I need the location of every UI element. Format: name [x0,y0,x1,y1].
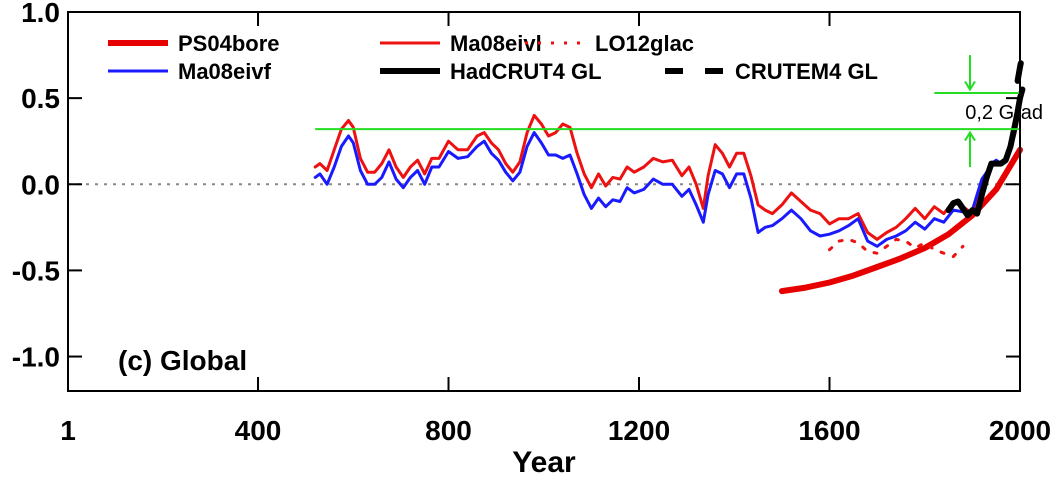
x-tick-label: 2000 [989,415,1051,446]
series-line-ps04bore [778,146,1023,295]
axis-layer: 1 400 800 1200 1600 2000 1.0 0.5 0.0 -0.5 -1.0 [12,0,1051,446]
legend-label-ma08eivf: Ma08eivf [178,59,272,84]
x-tick-label: 1200 [608,415,670,446]
panel-label: (c) Global [118,345,247,376]
x-tick-label: 1600 [798,415,860,446]
annotation-arrowhead [964,130,976,142]
x-tick-label: 1 [60,415,76,446]
series-layer [313,52,1026,295]
plot-frame [67,11,1021,392]
annotation-text: 0,2 Grad [965,102,1043,124]
y-tick-label: 1.0 [21,0,60,28]
annotation-layer: 0,2 Grad [315,55,1043,168]
y-tick-label: -0.5 [12,255,60,286]
legend-label-crutem4-gl: CRUTEM4 GL [735,59,878,84]
legend-label-lo12glac: LO12glac [595,31,694,56]
legend-label-hadcrut4-gl: HadCRUT4 GL [450,59,602,84]
series-line-hadcrut4-gl [945,86,1026,219]
legend-label-ps04bore: PS04bore [178,31,280,56]
x-tick-label: 800 [425,415,472,446]
series-line-ma08eivl [313,105,1022,241]
y-tick-label: 0.0 [21,169,60,200]
annotation-arrowhead [964,80,976,92]
x-tick-label: 400 [235,415,282,446]
y-tick-label: -1.0 [12,342,60,373]
series-line-lo12glac [828,237,965,259]
series-line-ma08eivf [313,100,1022,248]
y-tick-label: 0.5 [21,83,60,114]
x-axis-title: Year [512,446,576,477]
